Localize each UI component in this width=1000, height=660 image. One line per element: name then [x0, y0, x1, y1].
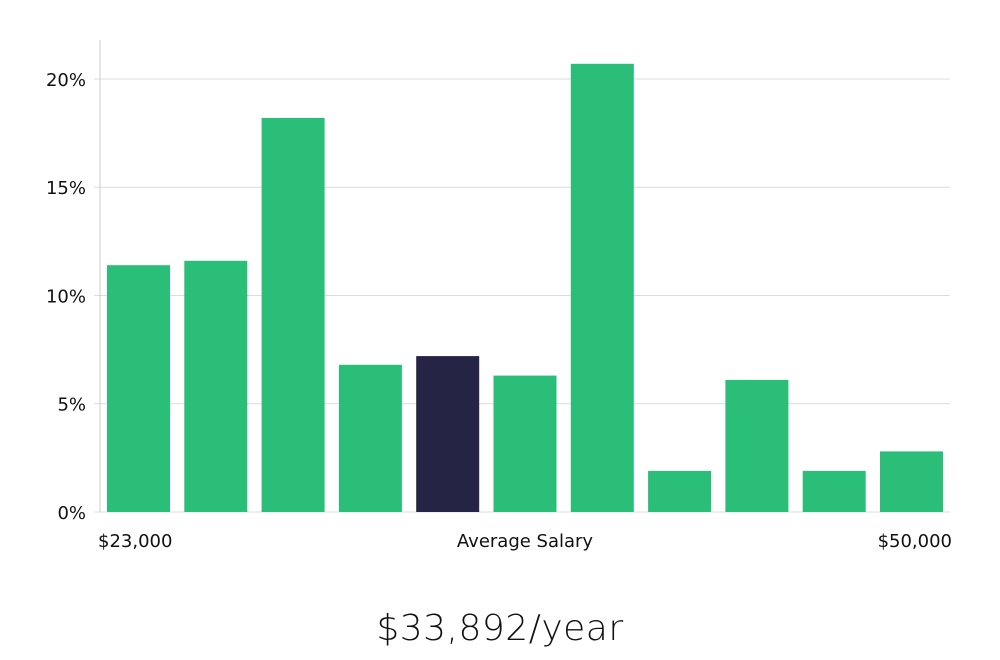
bar — [802, 470, 866, 512]
bar — [184, 260, 248, 512]
bar-highlighted — [416, 356, 480, 512]
average-salary-value: $33,892/year — [376, 608, 624, 649]
bar — [261, 117, 325, 513]
y-tick-label: 10% — [46, 286, 86, 307]
bar — [493, 375, 557, 512]
y-tick-label: 20% — [46, 70, 86, 91]
bar — [338, 364, 402, 512]
y-tick-label: 5% — [57, 395, 86, 416]
y-axis-ticks: 0% 5% 10% 15% 20% — [46, 70, 86, 524]
bars — [107, 63, 943, 513]
x-axis-min-label: $23,000 — [98, 531, 172, 552]
y-tick-label: 15% — [46, 178, 86, 199]
bar — [880, 451, 943, 512]
bar — [107, 265, 170, 512]
bar — [725, 379, 789, 512]
y-tick-label: 0% — [57, 503, 86, 524]
bar — [570, 63, 634, 513]
x-axis-title: Average Salary — [457, 531, 594, 552]
bar — [648, 470, 712, 512]
salary-histogram: 0% 5% 10% 15% 20% $23,000 Average Salary $50… — [46, 40, 952, 552]
x-axis-max-label: $50,000 — [878, 531, 952, 552]
